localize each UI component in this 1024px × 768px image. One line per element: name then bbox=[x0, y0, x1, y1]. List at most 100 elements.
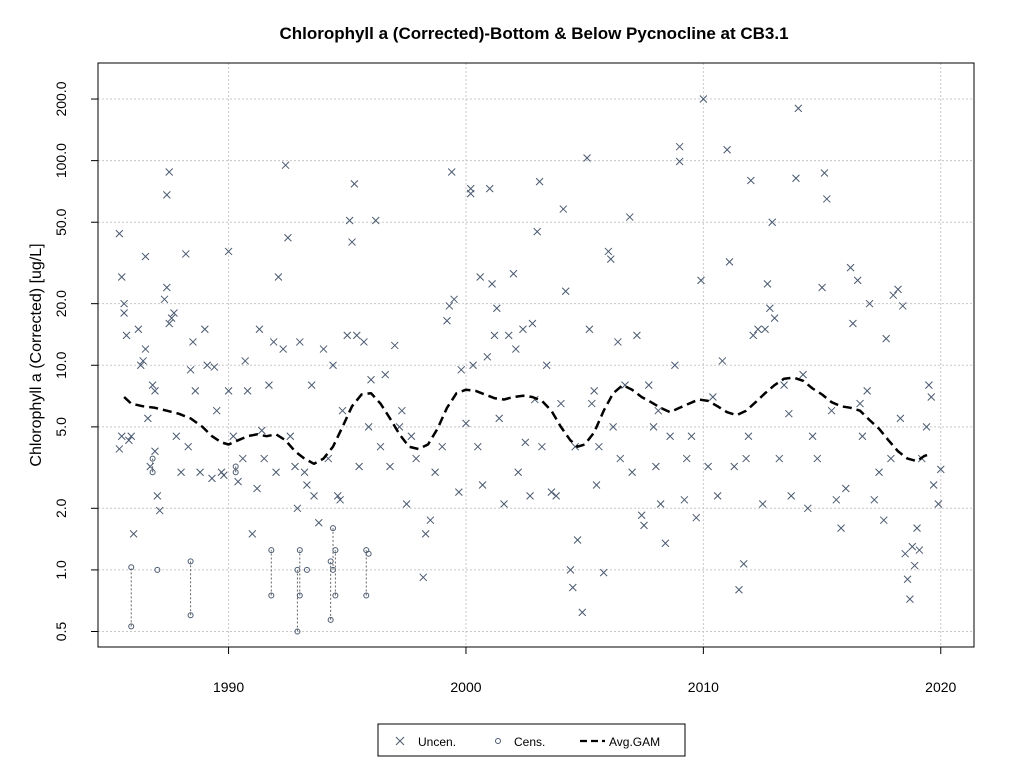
uncensored-point bbox=[462, 419, 470, 428]
uncensored-stroke bbox=[704, 462, 712, 471]
uncensored-point bbox=[367, 375, 375, 384]
uncensored-point bbox=[492, 304, 501, 313]
censored-point bbox=[128, 564, 135, 630]
uncensored-stroke bbox=[739, 560, 748, 568]
uncensored-stroke bbox=[504, 331, 513, 340]
y-tick-label: 2.0 bbox=[53, 498, 69, 518]
uncensored-stroke bbox=[604, 247, 613, 256]
uncensored-stroke bbox=[870, 495, 879, 504]
uncensored-stroke bbox=[521, 438, 530, 447]
uncensored-point bbox=[913, 524, 921, 532]
censored-lower-marker bbox=[268, 592, 275, 599]
uncensored-stroke bbox=[329, 361, 337, 370]
uncensored-point bbox=[841, 484, 850, 493]
uncensored-stroke bbox=[509, 269, 518, 278]
uncensored-point bbox=[155, 506, 164, 515]
uncensored-point bbox=[535, 177, 544, 186]
x-tick-label: 2000 bbox=[450, 679, 481, 695]
uncensored-point bbox=[526, 492, 534, 500]
uncensored-point bbox=[552, 492, 561, 500]
uncensored-stroke bbox=[419, 573, 428, 582]
uncensored-stroke bbox=[248, 530, 257, 538]
uncensored-point bbox=[371, 216, 380, 225]
uncensored-point bbox=[925, 381, 933, 389]
uncensored-point bbox=[210, 363, 219, 371]
uncensored-point bbox=[533, 227, 542, 236]
uncensored-point bbox=[896, 414, 905, 423]
uncensored-stroke bbox=[141, 252, 150, 261]
uncensored-point bbox=[162, 191, 171, 199]
uncensored-stroke bbox=[692, 513, 701, 522]
uncensored-point bbox=[528, 319, 537, 328]
uncensored-stroke bbox=[203, 361, 212, 370]
uncensored-point bbox=[687, 432, 696, 441]
uncensored-point bbox=[713, 492, 722, 500]
uncensored-point bbox=[115, 445, 124, 453]
uncensored-point bbox=[637, 511, 646, 520]
uncensored-point bbox=[286, 432, 295, 441]
uncensored-point bbox=[151, 386, 159, 395]
uncensored-stroke bbox=[426, 516, 435, 525]
uncensored-point bbox=[849, 319, 857, 328]
uncensored-stroke bbox=[136, 361, 145, 370]
uncensored-point bbox=[666, 432, 674, 441]
uncensored-stroke bbox=[473, 442, 482, 451]
uncensored-stroke bbox=[908, 542, 917, 551]
censored-lower-marker bbox=[327, 616, 334, 623]
uncensored-point bbox=[257, 426, 266, 435]
uncensored-point bbox=[906, 595, 914, 603]
uncensored-point bbox=[333, 492, 342, 500]
uncensored-stroke bbox=[841, 484, 850, 493]
uncensored-point bbox=[787, 492, 796, 500]
uncensored-point bbox=[863, 386, 872, 395]
uncensored-point bbox=[160, 295, 169, 304]
uncensored-stroke bbox=[827, 406, 836, 415]
uncensored-stroke bbox=[519, 325, 527, 334]
uncensored-stroke bbox=[697, 276, 705, 285]
uncensored-stroke bbox=[476, 273, 485, 281]
uncensored-point bbox=[291, 462, 299, 471]
uncensored-stroke bbox=[656, 500, 665, 508]
legend-box bbox=[377, 723, 686, 757]
uncensored-point bbox=[792, 174, 800, 183]
uncensored-point bbox=[120, 309, 128, 317]
uncensored-point bbox=[566, 566, 575, 574]
uncensored-stroke bbox=[654, 406, 663, 415]
uncensored-stroke bbox=[803, 504, 812, 513]
uncensored-stroke bbox=[682, 454, 691, 463]
uncensored-stroke bbox=[191, 386, 200, 395]
uncensored-stroke bbox=[858, 432, 867, 441]
uncensored-stroke bbox=[568, 583, 577, 592]
uncensored-point bbox=[189, 338, 197, 346]
censored-upper-marker bbox=[232, 463, 239, 470]
uncensored-point bbox=[390, 341, 399, 350]
uncensored-stroke bbox=[115, 445, 124, 453]
uncensored-stroke bbox=[485, 184, 494, 193]
uncensored-stroke bbox=[421, 530, 430, 538]
uncensored-stroke bbox=[234, 477, 242, 486]
censored-lower-marker bbox=[303, 566, 310, 573]
uncensored-point bbox=[887, 454, 895, 463]
y-tick-label: 10.0 bbox=[53, 351, 69, 378]
uncensored-point bbox=[243, 386, 252, 395]
uncensored-point bbox=[514, 468, 523, 477]
uncensored-stroke bbox=[412, 454, 420, 463]
uncensored-point bbox=[614, 338, 622, 346]
uncensored-point bbox=[882, 334, 891, 343]
uncensored-point bbox=[457, 365, 466, 374]
uncensored-point bbox=[281, 161, 290, 170]
uncensored-point bbox=[735, 585, 743, 594]
uncensored-stroke bbox=[699, 95, 708, 103]
uncensored-point bbox=[644, 381, 653, 389]
uncensored-point bbox=[219, 471, 228, 480]
uncensored-point bbox=[692, 513, 701, 522]
uncensored-stroke bbox=[438, 442, 447, 451]
uncensored-stroke bbox=[934, 500, 943, 508]
uncensored-stroke bbox=[625, 213, 634, 221]
uncensored-point bbox=[238, 454, 247, 463]
uncensored-stroke bbox=[167, 314, 176, 322]
uncensored-stroke bbox=[162, 283, 171, 292]
uncensored-point bbox=[177, 468, 185, 477]
uncensored-stroke bbox=[765, 304, 774, 313]
chart-title: Chlorophyll a (Corrected)-Bottom & Below… bbox=[279, 24, 788, 43]
